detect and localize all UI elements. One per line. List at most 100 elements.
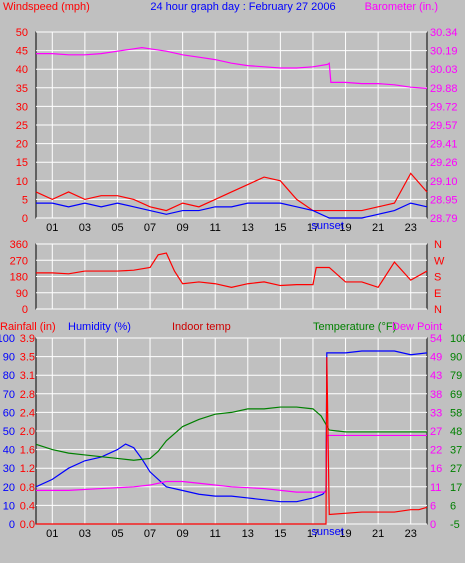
x-tick-label: 13: [242, 222, 254, 234]
windspeed-tick-label: 0: [22, 213, 28, 225]
humidity-axis-title: Humidity (%): [68, 321, 131, 333]
temperature-tick-label: 17: [450, 482, 462, 494]
barometer-tick-label: 30.34: [430, 27, 458, 39]
graph-title: 24 hour graph day : February 27 2006: [150, 1, 335, 13]
x-tick-label: 05: [111, 222, 123, 234]
x-tick-label: 13: [242, 528, 254, 540]
dewpoint-tick-label: 6: [430, 500, 436, 512]
x-tick-label: 23: [405, 222, 417, 234]
rainfall-tick-label: 3.9: [20, 333, 35, 345]
rainfall-tick-label: 2.0: [20, 426, 35, 438]
x-tick-label: 23: [405, 528, 417, 540]
barometer-line: [36, 46, 428, 89]
temperature-tick-label: 6: [450, 500, 456, 512]
direction-tick-label: 360: [10, 239, 28, 251]
dewpoint-tick-label: 43: [430, 370, 442, 382]
temperature-line: [35, 406, 427, 461]
windspeed-tick-label: 30: [16, 101, 28, 113]
temperature-tick-label: 27: [450, 463, 462, 475]
indoor-temp-title: Indoor temp: [172, 321, 231, 333]
temperature-tick-label: 58: [450, 407, 462, 419]
humidity-line: [35, 350, 428, 503]
windspeed-tick-label: 20: [16, 139, 28, 151]
compass-tick-label: N: [434, 239, 442, 251]
dewpoint-tick-label: 54: [430, 333, 442, 345]
x-tick-label: 21: [372, 528, 384, 540]
windspeed-tick-label: 15: [16, 157, 28, 169]
rainfall-line: [36, 357, 428, 525]
direction-tick-label: 90: [16, 288, 28, 300]
barometer-tick-label: 29.88: [430, 83, 458, 95]
temperature-tick-label: 100: [450, 333, 465, 345]
dewpoint-axis-title: Dew Point: [392, 321, 442, 333]
compass-tick-label: E: [434, 288, 441, 300]
dewpoint-tick-label: 11: [430, 482, 441, 494]
compass-tick-label: S: [434, 272, 441, 284]
x-tick-label: 03: [79, 528, 91, 540]
x-tick-label: 01: [46, 528, 58, 540]
sunset-label: sunset: [311, 220, 343, 232]
dewpoint-tick-label: 38: [430, 389, 442, 401]
dewpoint-tick-label: 27: [430, 426, 442, 438]
temperature-tick-label: 37: [450, 445, 462, 457]
dewpoint-tick-label: 22: [430, 445, 442, 457]
barometer-tick-label: 29.41: [430, 139, 458, 151]
dewpoint-tick-label: 0: [430, 519, 436, 531]
windspeed-average-line: [36, 202, 428, 219]
x-tick-label: 07: [144, 528, 156, 540]
humidity-tick-label: 0: [9, 519, 15, 531]
temperature-tick-label: 90: [450, 352, 462, 364]
wind-direction-line: [36, 252, 428, 289]
temperature-tick-label: 69: [450, 389, 462, 401]
windspeed-tick-label: 40: [16, 64, 28, 76]
humidity-tick-label: 100: [0, 333, 15, 345]
rainfall-tick-label: 2.8: [20, 389, 35, 401]
windspeed-tick-label: 10: [16, 176, 28, 188]
x-tick-label: 11: [209, 528, 220, 540]
direction-tick-label: 0: [22, 304, 28, 316]
x-tick-label: 05: [111, 528, 123, 540]
windspeed-tick-label: 5: [22, 194, 28, 206]
barometer-tick-label: 29.57: [430, 120, 458, 132]
humidity-tick-label: 50: [3, 426, 15, 438]
direction-tick-label: 270: [10, 255, 28, 267]
x-tick-label: 11: [209, 222, 220, 234]
x-tick-label: 09: [177, 528, 189, 540]
humidity-tick-label: 20: [3, 482, 15, 494]
x-tick-label: 21: [372, 222, 384, 234]
x-tick-label: 09: [177, 222, 189, 234]
humidity-tick-label: 80: [3, 370, 15, 382]
windspeed-tick-label: 25: [16, 120, 28, 132]
barometer-tick-label: 30.03: [430, 64, 458, 76]
x-tick-label: 17: [307, 528, 319, 540]
dew-point-line: [36, 434, 427, 493]
x-tick-label: 07: [144, 222, 156, 234]
dewpoint-tick-label: 49: [430, 352, 442, 364]
dewpoint-tick-label: 33: [430, 407, 442, 419]
humidity-tick-label: 90: [3, 352, 15, 364]
barometer-tick-label: 30.19: [430, 46, 458, 58]
rainfall-tick-label: 3.1: [20, 370, 35, 382]
compass-tick-label: W: [434, 255, 445, 267]
rainfall-tick-label: 1.6: [20, 445, 35, 457]
windspeed-tick-label: 35: [16, 83, 28, 95]
sunset-label: sunset: [311, 526, 343, 538]
rainfall-axis-title: Rainfall (in): [0, 321, 56, 333]
x-tick-label: 19: [339, 528, 351, 540]
temperature-tick-label: -5: [450, 519, 460, 531]
rainfall-tick-label: 0.4: [20, 500, 35, 512]
rainfall-tick-label: 1.2: [20, 463, 35, 475]
humidity-tick-label: 10: [3, 500, 15, 512]
temperature-tick-label: 79: [450, 370, 462, 382]
x-tick-label: 15: [274, 528, 286, 540]
barometer-tick-label: 29.72: [430, 101, 458, 113]
direction-tick-label: 180: [10, 272, 28, 284]
rainfall-tick-label: 0.0: [20, 519, 35, 531]
humidity-tick-label: 60: [3, 407, 15, 419]
dewpoint-tick-label: 16: [430, 463, 442, 475]
windspeed-tick-label: 45: [16, 46, 28, 58]
windspeed-gust-line: [35, 172, 428, 212]
humidity-tick-label: 70: [3, 389, 15, 401]
